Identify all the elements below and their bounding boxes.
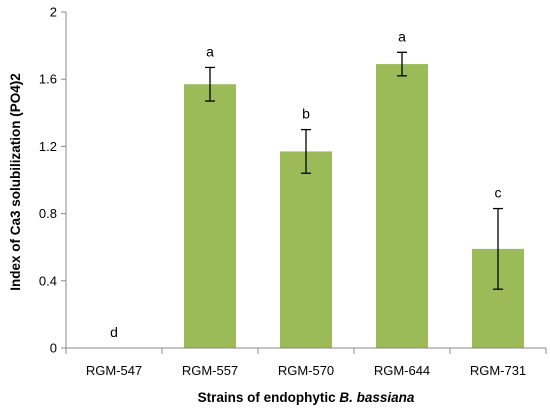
x-axis-title-species: B. bassiana xyxy=(339,390,415,405)
y-tick-label: 0.4 xyxy=(39,273,57,288)
bar xyxy=(280,151,332,348)
bar xyxy=(376,64,428,348)
y-axis-ticks: 0 0.4 0.8 1.2 1.6 2 xyxy=(39,5,66,356)
y-tick-label: 0.8 xyxy=(39,206,57,221)
x-tick-label: RGM-547 xyxy=(86,363,142,378)
x-axis-title-prefix: Strains of endophytic xyxy=(198,390,340,405)
y-tick-label: 0 xyxy=(50,341,57,356)
y-tick-label: 1.2 xyxy=(39,139,57,154)
significance-letter: b xyxy=(302,106,310,122)
bar xyxy=(184,84,236,349)
x-tick-label: RGM-570 xyxy=(278,363,334,378)
x-tick-label: RGM-557 xyxy=(182,363,238,378)
x-axis-ticks: RGM-547 RGM-557 RGM-570 RGM-644 RGM-731 xyxy=(65,348,547,378)
y-tick-label: 1.6 xyxy=(39,72,57,87)
y-tick-label: 2 xyxy=(50,5,57,20)
x-tick-label: RGM-731 xyxy=(470,363,526,378)
significance-letter: c xyxy=(495,185,502,201)
x-axis-title: Strains of endophytic B. bassiana xyxy=(198,390,415,405)
x-tick-label: RGM-644 xyxy=(374,363,430,378)
significance-letter: a xyxy=(398,28,406,44)
axes xyxy=(65,12,546,349)
error-bars xyxy=(205,51,503,290)
significance-letter: a xyxy=(206,43,214,59)
y-axis-title: Index of Ca3 solubilization (PO4)2 xyxy=(8,73,23,291)
bars xyxy=(184,64,524,349)
significance-letters: d a b a c xyxy=(110,28,501,340)
significance-letter: d xyxy=(110,324,118,340)
